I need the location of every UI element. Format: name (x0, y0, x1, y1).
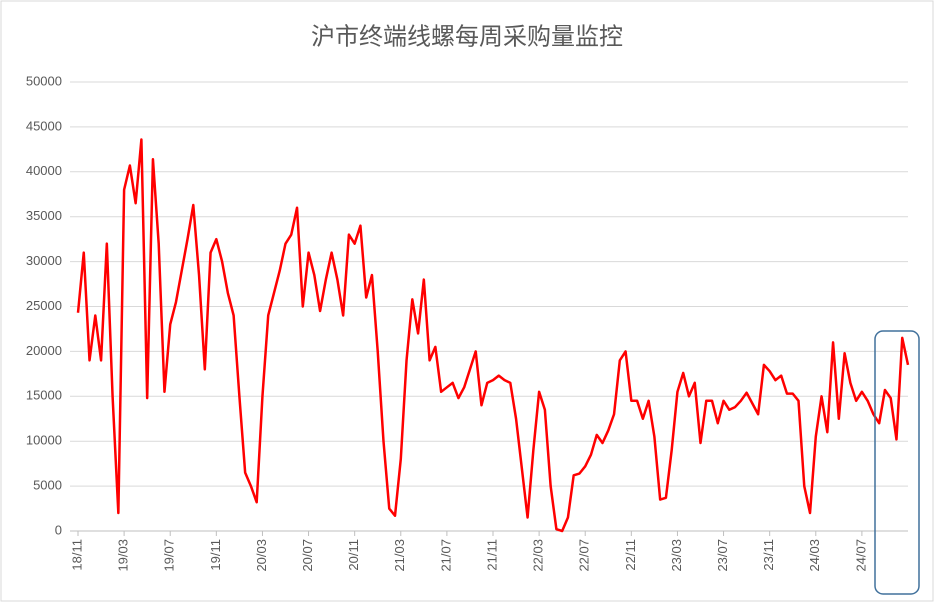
y-tick-label: 25000 (26, 298, 62, 313)
y-tick-label: 10000 (26, 433, 62, 448)
y-tick-label: 0 (55, 522, 62, 537)
x-tick-label: 21/11 (484, 539, 499, 571)
y-tick-label: 30000 (26, 253, 62, 268)
y-tick-label: 40000 (26, 163, 62, 178)
x-tick-label: 24/03 (807, 539, 822, 572)
y-tick-label: 45000 (26, 118, 62, 133)
highlight-box (874, 330, 920, 595)
y-tick-label: 5000 (33, 478, 62, 493)
x-tick-label: 22/03 (531, 539, 546, 572)
y-tick-label: 15000 (26, 388, 62, 403)
x-tick-label: 23/07 (715, 539, 730, 572)
y-tick-label: 50000 (26, 73, 62, 88)
x-tick-label: 19/07 (162, 539, 177, 572)
x-tick-label: 20/11 (346, 539, 361, 571)
chart-title: 沪市终端线螺每周采购量监控 (311, 23, 623, 50)
x-tick-label: 23/03 (669, 539, 684, 572)
plot: 0 5000 10000 15000 20000 25000 30000 35000 40000… (26, 73, 910, 572)
x-tick-label: 18/11 (69, 539, 84, 571)
x-tick-label: 24/07 (853, 539, 868, 572)
y-tick-label: 20000 (26, 343, 62, 358)
x-tick-label: 22/07 (577, 539, 592, 572)
x-tick-label: 19/11 (208, 539, 223, 571)
x-tick-label: 20/07 (300, 539, 315, 572)
x-tick-label: 21/07 (438, 539, 453, 572)
x-tick-label: 19/03 (116, 539, 131, 572)
x-tick-label: 20/03 (254, 539, 269, 572)
y-tick-label: 35000 (26, 208, 62, 223)
x-tick-label: 22/11 (623, 539, 638, 571)
x-tick-label: 21/03 (392, 539, 407, 572)
series-line (76, 138, 910, 533)
x-tick-label: 23/11 (761, 539, 776, 571)
